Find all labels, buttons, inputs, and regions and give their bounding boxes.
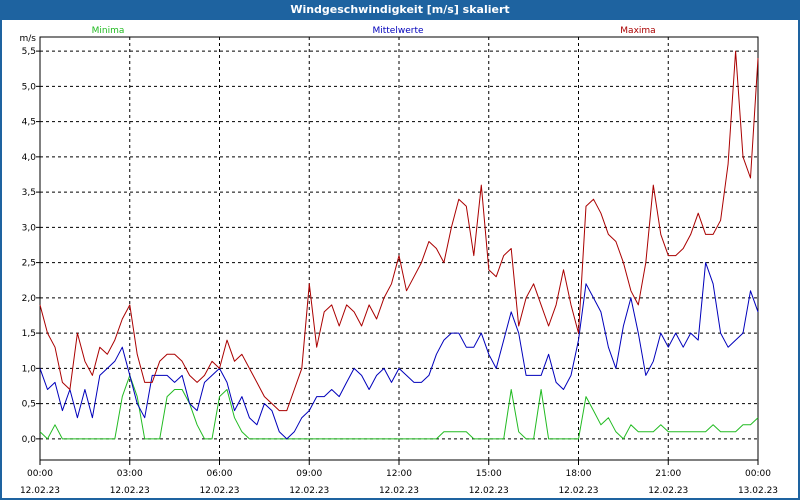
- line-chart: 0,0 0,5 1,0 1,5 2,0 2,5 3,0 3,5 4,0 4,5 5,0 5,5 m/s 0…: [20, 26, 779, 496]
- chart-title: Windgeschwindigkeit [m/s] skaliert: [0, 0, 800, 20]
- y-tick-label: 0,0: [22, 435, 37, 445]
- x-tick-date-label: 13.02.23: [738, 486, 778, 496]
- axes: [36, 36, 759, 465]
- mittelwerte-line: [39, 262, 759, 440]
- x-tick-date-label: 12.02.23: [20, 486, 60, 496]
- y-tick-label: 2,0: [22, 294, 37, 304]
- legend-minima: Minima: [92, 26, 125, 36]
- x-tick-time-label: 15:00: [476, 469, 502, 479]
- y-tick-label: 2,5: [22, 259, 36, 269]
- x-tick-time-label: 18:00: [566, 469, 592, 479]
- y-tick-label: 0,5: [22, 400, 36, 410]
- x-tick-time-label: 03:00: [117, 469, 143, 479]
- chart-area: 0,0 0,5 1,0 1,5 2,0 2,5 3,0 3,5 4,0 4,5 5,0 5,5 m/s 0…: [2, 20, 798, 498]
- legend-maxima: Maxima: [620, 26, 655, 36]
- x-tick-date-label: 12.02.23: [648, 486, 688, 496]
- x-tick-date-label: 12.02.23: [379, 486, 419, 496]
- x-tick-date-label: 12.02.23: [469, 486, 509, 496]
- x-tick-time-label: 06:00: [207, 469, 233, 479]
- x-tick-time-label: 12:00: [386, 469, 412, 479]
- x-tick-time-label: 09:00: [296, 469, 322, 479]
- y-tick-label: 4,0: [22, 153, 37, 163]
- minima-line: [39, 374, 759, 440]
- y-tick-label: 1,0: [22, 364, 37, 374]
- y-tick-label: 1,5: [22, 329, 36, 339]
- x-tick-time-label: 21:00: [655, 469, 681, 479]
- y-axis-label: m/s: [20, 34, 37, 44]
- x-tick-time-label: 00:00: [27, 469, 53, 479]
- y-tick-label: 5,5: [22, 47, 36, 57]
- y-tick-label: 3,5: [22, 188, 36, 198]
- series-lines: [39, 50, 759, 440]
- x-tick-date-label: 12.02.23: [110, 486, 150, 496]
- maxima-line: [39, 50, 759, 412]
- grid: [40, 37, 758, 460]
- x-tick-date-label: 12.02.23: [289, 486, 329, 496]
- x-tick-time-label: 00:00: [745, 469, 771, 479]
- legend-mittelwerte: Mittelwerte: [372, 26, 423, 36]
- y-tick-label: 4,5: [22, 118, 36, 128]
- x-tick-date-label: 12.02.23: [199, 486, 239, 496]
- y-tick-label: 5,0: [22, 82, 37, 92]
- labels: 0,0 0,5 1,0 1,5 2,0 2,5 3,0 3,5 4,0 4,5 5,0 5,5 m/s 0…: [20, 26, 779, 496]
- y-tick-label: 3,0: [22, 223, 37, 233]
- x-tick-date-label: 12.02.23: [558, 486, 598, 496]
